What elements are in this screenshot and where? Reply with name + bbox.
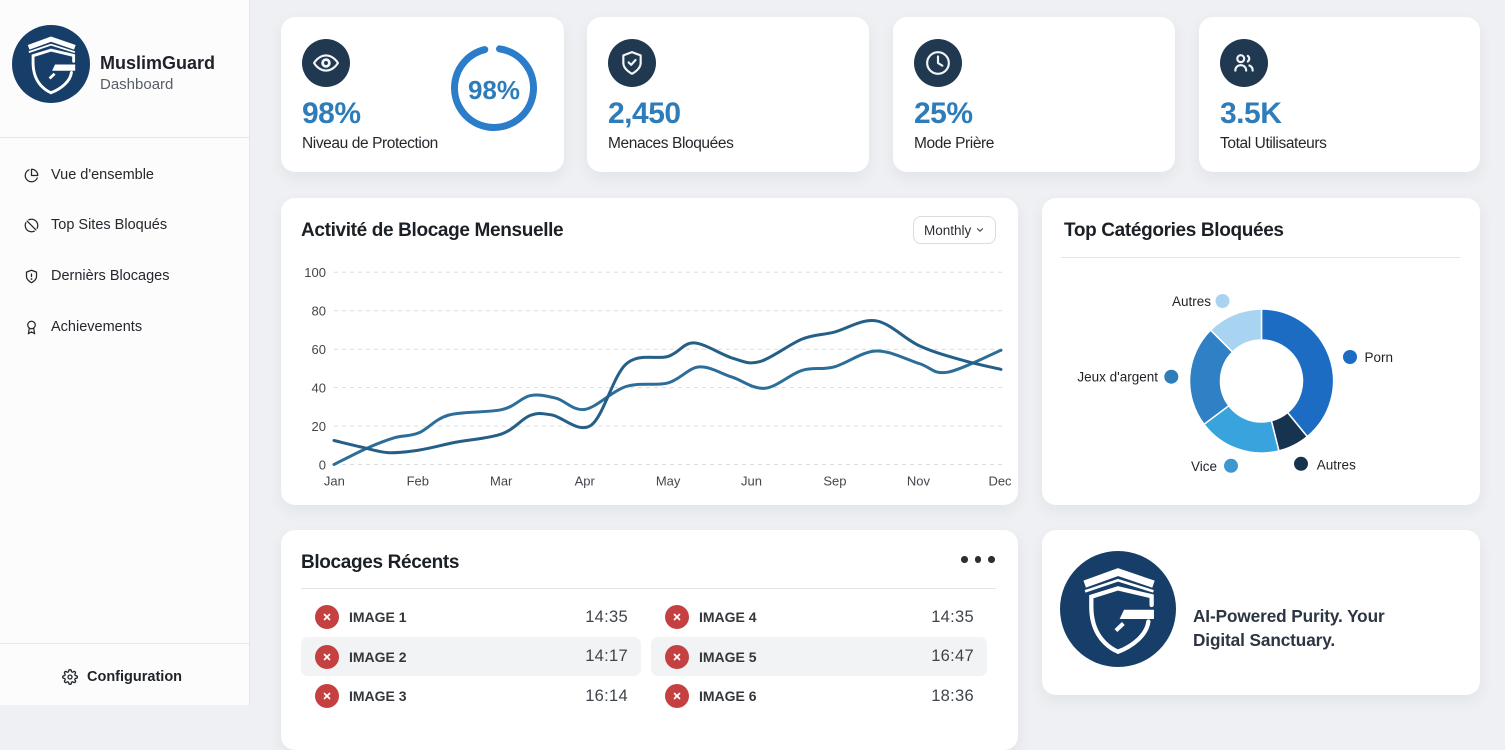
svg-text:Apr: Apr — [575, 474, 596, 489]
svg-text:20: 20 — [312, 419, 326, 434]
svg-text:Feb: Feb — [407, 474, 429, 489]
svg-text:Autres: Autres — [1317, 458, 1356, 473]
svg-text:Mar: Mar — [490, 474, 513, 489]
svg-text:Autres: Autres — [1172, 294, 1211, 309]
svg-text:100: 100 — [304, 265, 326, 280]
svg-text:Jeux d'argent: Jeux d'argent — [1077, 370, 1158, 385]
svg-text:Vice: Vice — [1191, 459, 1217, 474]
svg-text:Jan: Jan — [324, 474, 345, 489]
svg-text:Porn: Porn — [1365, 350, 1394, 365]
svg-text:98%: 98% — [468, 75, 520, 105]
svg-text:Nov: Nov — [907, 474, 931, 489]
svg-text:80: 80 — [312, 304, 326, 319]
svg-text:May: May — [656, 474, 681, 489]
svg-text:Jun: Jun — [741, 474, 762, 489]
svg-text:0: 0 — [319, 458, 326, 473]
svg-text:40: 40 — [312, 381, 326, 396]
svg-text:60: 60 — [312, 342, 326, 357]
svg-text:Sep: Sep — [823, 474, 846, 489]
svg-text:Dec: Dec — [988, 474, 1012, 489]
